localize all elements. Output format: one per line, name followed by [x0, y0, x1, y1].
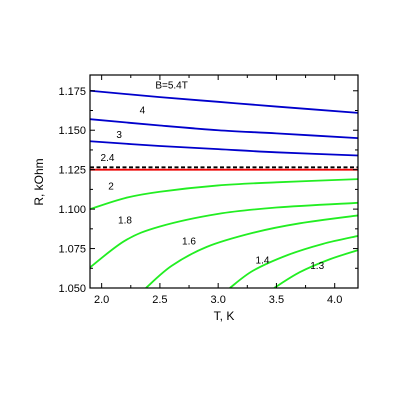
curve-label-b-5-4t: B=5.4T [155, 80, 188, 91]
series-line-4 [90, 118, 358, 140]
curve-label-4: 4 [140, 106, 146, 117]
y-axis-label: R, kOhm [32, 158, 46, 205]
y-tick-label: 1.150 [58, 125, 86, 137]
y-tick-label: 1.075 [58, 244, 86, 256]
curve-label-1-6: 1.6 [182, 237, 196, 248]
series-line-1-8 [90, 201, 358, 269]
y-tick-label: 1.175 [58, 86, 86, 98]
plot-frame [89, 74, 359, 289]
curve-label-1-4: 1.4 [256, 256, 270, 267]
series-line-1-6 [145, 214, 358, 288]
x-axis-label: T, K [214, 309, 235, 323]
curve-label-2: 2 [108, 181, 114, 192]
curve-label-1-8: 1.8 [118, 215, 132, 226]
series-line-1-3 [273, 249, 358, 288]
series-layer [90, 89, 358, 288]
y-tick-label: 1.100 [58, 204, 86, 216]
y-tick-label: 1.050 [58, 283, 86, 295]
series-line-3 [90, 140, 358, 157]
series-line-1-4 [229, 235, 358, 288]
tick-layer: 2.0 2.5 3.0 3.5 4.0 1.050 1.075 1.100 1.125 1.150… [58, 75, 358, 306]
x-tick-label: 2.0 [94, 294, 109, 306]
curve-label-layer: B=5.4T 4 3 2.4 2 1.8 1.6 1.4 1.3 [101, 80, 325, 272]
y-tick-label: 1.125 [58, 165, 86, 177]
series-line-2 [90, 178, 358, 210]
series-line-b-5-4t [90, 89, 358, 114]
curve-label-2-4: 2.4 [101, 153, 115, 164]
x-tick-label: 4.0 [327, 294, 342, 306]
curve-label-3: 3 [116, 130, 122, 141]
curve-label-1-3: 1.3 [310, 261, 324, 272]
x-tick-label: 3.5 [269, 294, 284, 306]
x-tick-label: 2.5 [152, 294, 167, 306]
x-tick-label: 3.0 [211, 294, 226, 306]
